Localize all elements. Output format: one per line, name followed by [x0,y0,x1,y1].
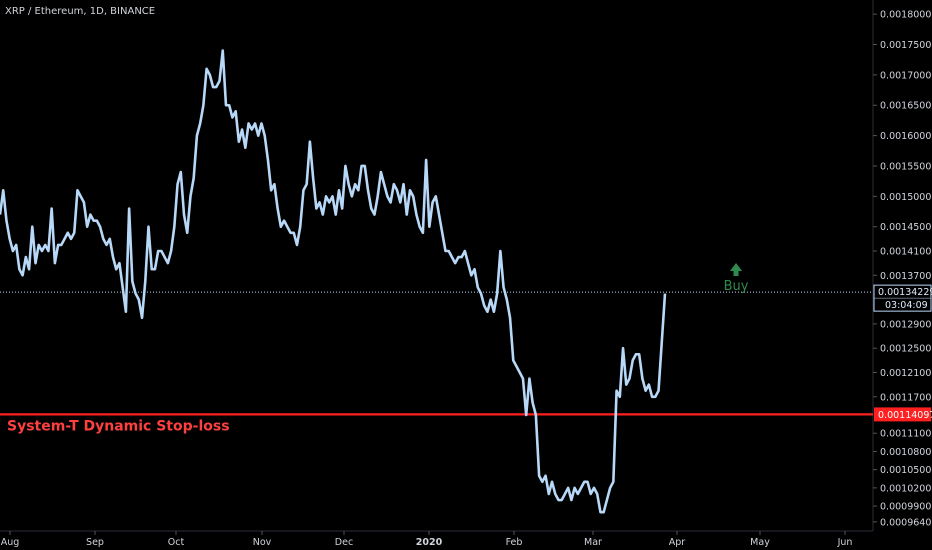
y-tick-label: 0.00108000 [880,447,932,458]
y-tick-label: 0.00102000 [880,483,932,494]
y-tick-label: 0.00155000 [880,161,932,172]
y-tick-label: 0.00141000 [880,247,932,258]
y-tick-label: 0.00145000 [880,222,932,233]
y-tick-label: 0.00125000 [880,344,932,355]
stop-loss-value: 0.00114097 [878,410,932,421]
x-tick-label: Sep [86,537,104,548]
x-tick-label: Aug [1,537,20,548]
x-tick-label: 2020 [416,537,443,548]
chart-title: XRP / Ethereum, 1D, BINANCE [5,6,155,17]
y-tick-label: 0.00137000 [880,271,932,282]
time-axis[interactable]: Aug Sep Oct Nov Dec 2020 Feb Mar Apr May Jun [1,531,853,548]
stop-loss-annotation: System-T Dynamic Stop-loss [7,418,230,434]
y-tick-label: 0.00160000 [880,131,932,142]
y-tick-label: 0.00105000 [880,465,932,476]
price-axis[interactable]: 0.00180000 0.00175000 0.00170000 0.00165000… [873,10,932,529]
y-tick-label: 0.00180000 [880,10,932,21]
x-tick-label: Feb [506,537,523,548]
y-tick-label: 0.00150000 [880,192,932,203]
y-tick-label: 0.00096400 [880,517,932,528]
x-tick-label: May [750,537,770,548]
x-tick-label: Oct [168,537,185,548]
price-line [0,49,667,514]
buy-arrow-icon [730,263,743,276]
y-tick-label: 0.00175000 [880,40,932,51]
bar-countdown: 03:04:09 [885,300,928,311]
price-series [0,49,667,514]
y-tick-label: 0.00165000 [880,101,932,112]
y-tick-label: 0.00170000 [880,70,932,81]
last-price-value: 0.00134229 [878,287,932,298]
x-tick-label: Nov [253,537,272,548]
y-tick-label: 0.00111000 [880,429,932,440]
x-tick-label: Dec [335,537,353,548]
y-tick-label: 0.00121000 [880,368,932,379]
x-tick-label: Mar [584,537,602,548]
x-tick-label: Jun [837,537,853,548]
x-tick-label: Apr [669,537,686,548]
y-tick-label: 0.00129000 [880,319,932,330]
y-tick-label: 0.00099000 [880,502,932,513]
stop-loss-tag [874,407,931,422]
buy-label: Buy [724,279,749,294]
y-tick-label: 0.00117000 [880,392,932,403]
